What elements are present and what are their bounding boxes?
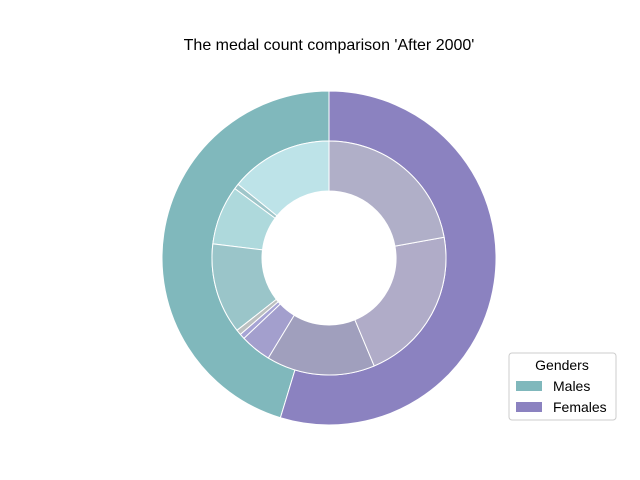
legend: Genders Males Females — [508, 352, 617, 421]
legend-swatch-males — [516, 381, 542, 391]
legend-swatch-females — [516, 402, 542, 412]
inner-ring — [211, 140, 447, 376]
legend-label-males: Males — [553, 378, 590, 394]
legend-label-females: Females — [553, 399, 607, 415]
legend-title: Genders — [535, 357, 589, 373]
chart-title: The medal count comparison 'After 2000' — [184, 37, 475, 54]
inner-slice-females-5 — [328, 140, 445, 247]
